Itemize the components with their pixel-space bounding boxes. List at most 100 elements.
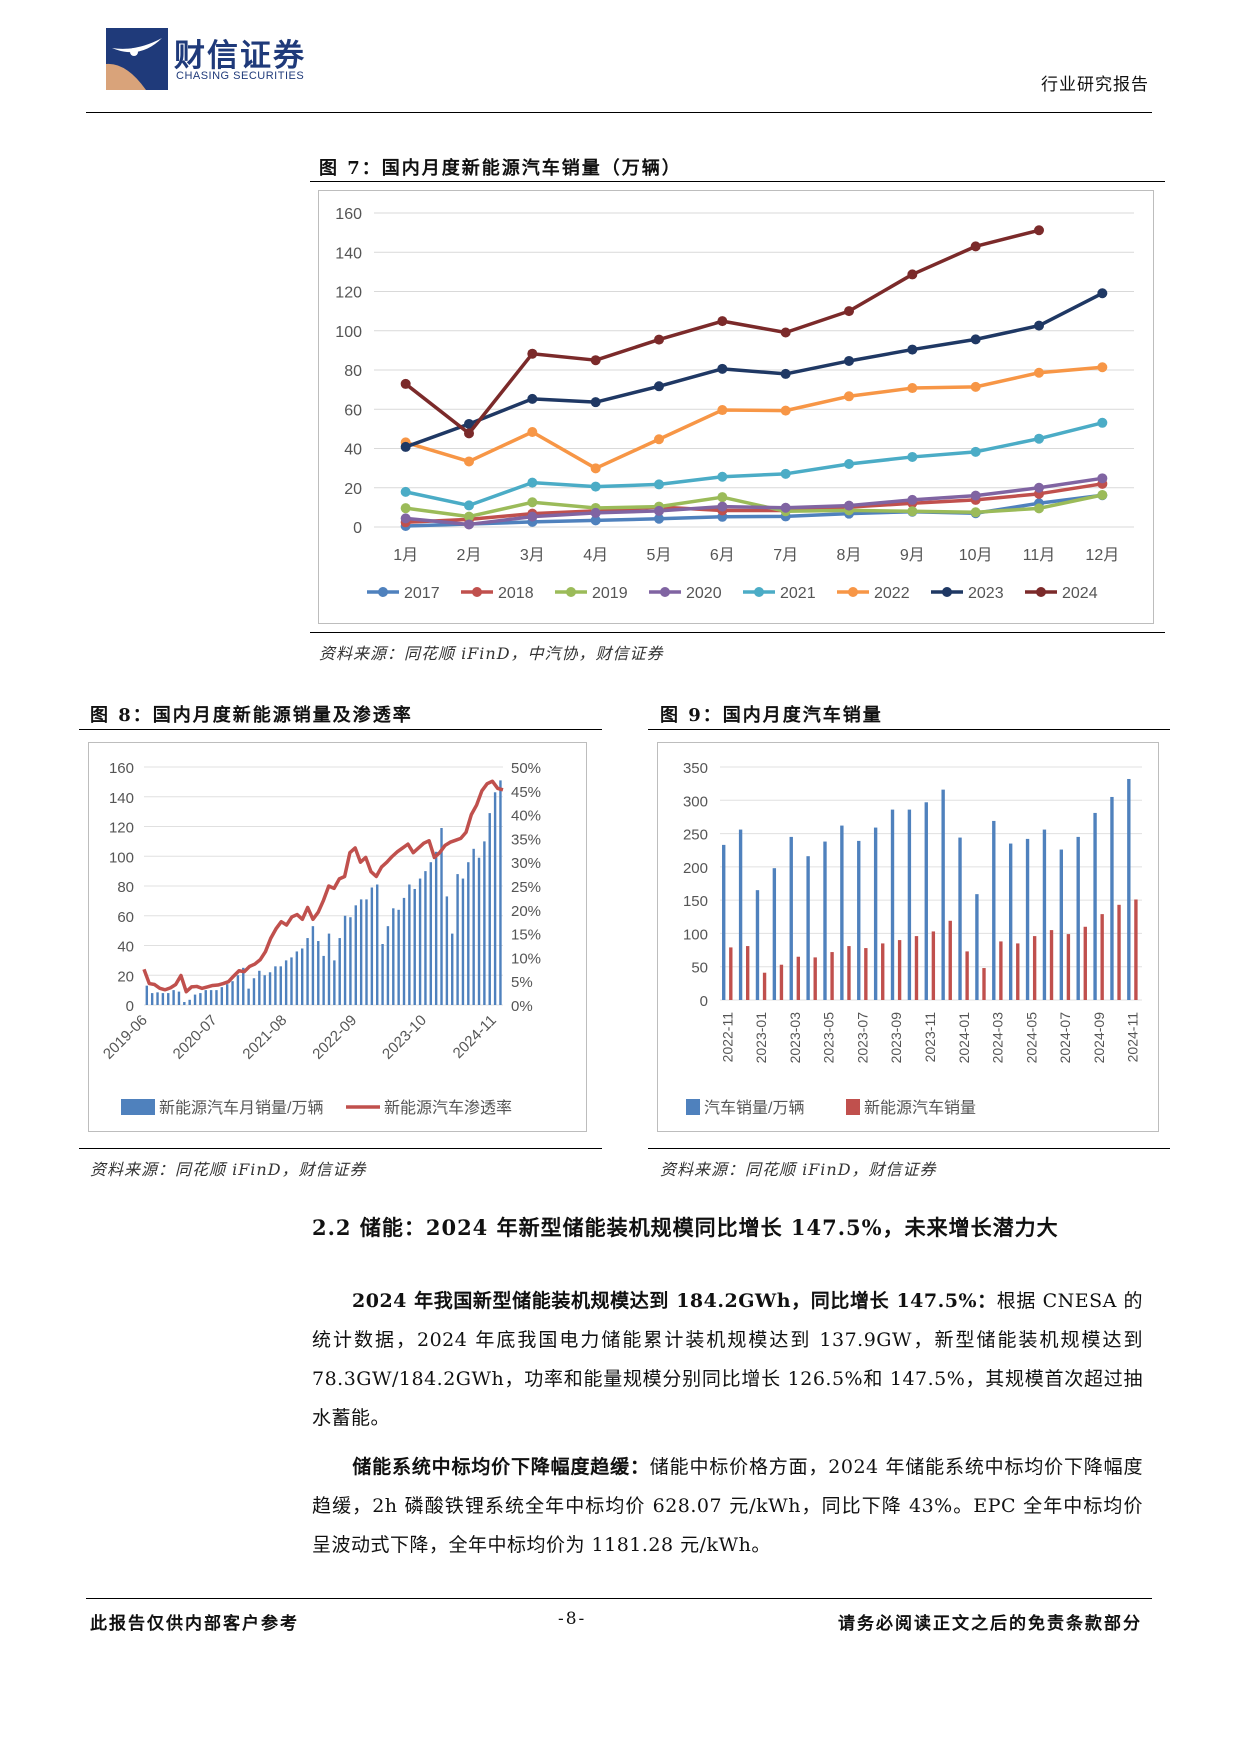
fig8-bar bbox=[456, 874, 459, 1005]
fig7-point-2022 bbox=[654, 434, 664, 445]
fig7-legend-marker-2019 bbox=[566, 587, 576, 597]
fig7-legend-label-2018: 2018 bbox=[498, 585, 534, 602]
fig8-right-tick-label: 45% bbox=[511, 784, 541, 801]
fig7-point-2023 bbox=[590, 397, 601, 408]
fig7-point-2022 bbox=[1034, 367, 1044, 378]
fig9-bar-nev bbox=[1117, 904, 1121, 1000]
fig8-x-tick-label: 2019-06 bbox=[100, 1012, 151, 1063]
fig7-x-tick-label: 12月 bbox=[1085, 547, 1119, 564]
fig8-bar bbox=[333, 960, 336, 1005]
fig7-legend-marker-2017 bbox=[378, 587, 388, 597]
fig8-bar bbox=[258, 970, 261, 1005]
fig7-y-tick-label: 0 bbox=[353, 520, 362, 537]
fig8-bar bbox=[354, 905, 357, 1005]
fig9-bar-nev bbox=[1016, 943, 1020, 1000]
fig9-bar-total bbox=[1127, 778, 1131, 1000]
fig9-bar-total bbox=[722, 844, 726, 1000]
fig7-series-line-2020 bbox=[405, 476, 1103, 527]
fig8-bar bbox=[306, 938, 309, 1005]
fig9-bar-total bbox=[840, 825, 844, 1000]
fig8-bar bbox=[488, 813, 491, 1005]
fig8-combo-chart: 0 20 40 60 80 100 120 140 160 0% 5% 10% 15% 20% 25% 30%… bbox=[100, 760, 541, 1117]
fig8-bar bbox=[418, 878, 422, 1005]
fig9-bar-nev bbox=[1083, 926, 1087, 1000]
fig8-x-tick-label: 2024-11 bbox=[450, 1012, 500, 1062]
fig9-bar-total bbox=[941, 789, 945, 1000]
fig8-right-tick-label: 5% bbox=[511, 974, 533, 991]
fig8-bar bbox=[445, 896, 449, 1005]
fig8-bar bbox=[183, 1002, 186, 1005]
fig9-bar-nev bbox=[1100, 914, 1104, 1000]
fig8-chart-frame: 0 20 40 60 80 100 120 140 160 0% 5% 10% 15% 20% 25% 30%… bbox=[88, 742, 587, 1132]
fig9-bar-nev bbox=[948, 920, 952, 1000]
fig9-y-tick-label: 0 bbox=[700, 993, 708, 1010]
fig9-y-tick-label: 150 bbox=[683, 893, 708, 910]
paragraph-2-lead: 储能系统中标均价下降幅度趋缓： bbox=[352, 1456, 650, 1478]
fig9-y-tick-label: 350 bbox=[683, 760, 708, 777]
fig9-bar-nev bbox=[847, 946, 851, 1000]
fig9-bar-nev bbox=[864, 948, 868, 1000]
fig7-x-tick-label: 3月 bbox=[520, 547, 545, 564]
fig8-right-tick-label: 20% bbox=[511, 903, 541, 920]
fig7-point-2020 bbox=[1034, 482, 1044, 493]
fig7-point-2023 bbox=[844, 355, 854, 366]
fig9-title-rule bbox=[648, 729, 1170, 730]
fig7-point-2019 bbox=[400, 503, 411, 514]
fig7-source: 资料来源：同花顺 iFinD，中汽协，财信证券 bbox=[319, 644, 664, 663]
fig8-bar bbox=[242, 967, 245, 1005]
fig7-point-2019 bbox=[527, 497, 538, 508]
fig8-right-tick-label: 50% bbox=[511, 760, 541, 777]
fig7-point-2021 bbox=[654, 479, 664, 490]
fig9-x-tick-label: 2023-03 bbox=[787, 1012, 803, 1064]
page-number: -8- bbox=[558, 1609, 587, 1629]
fig8-bar bbox=[199, 993, 202, 1005]
fig8-bar bbox=[290, 957, 293, 1005]
fig8-bar bbox=[392, 908, 395, 1005]
fig8-bar bbox=[311, 926, 315, 1005]
fig9-bar-nev bbox=[745, 946, 750, 1000]
fig7-point-2022 bbox=[464, 456, 474, 467]
fig9-bar-nev bbox=[1134, 899, 1138, 1000]
fig7-point-2024 bbox=[970, 241, 981, 252]
fig9-bar-total bbox=[975, 894, 979, 1000]
fig8-bar bbox=[284, 960, 288, 1005]
fig7-point-2019 bbox=[907, 506, 918, 517]
fig9-bar-total bbox=[772, 868, 777, 1000]
fig9-y-tick-label: 200 bbox=[683, 860, 708, 877]
fig7-legend-marker-2024 bbox=[1036, 587, 1046, 597]
fig9-x-tick-label: 2024-05 bbox=[1023, 1012, 1039, 1064]
fig7-point-2023 bbox=[1034, 320, 1044, 331]
footer-disclaimer: 此报告仅供内部客户参考 bbox=[90, 1614, 299, 1634]
fig7-x-tick-label: 10月 bbox=[959, 547, 993, 564]
paragraph-1-lead: 2024 年我国新型储能装机规模达到 184.2GWh，同比增长 147.5%： bbox=[352, 1290, 997, 1312]
fig9-bar-total bbox=[738, 829, 743, 1000]
fig9-bar-total bbox=[873, 827, 878, 1000]
fig8-bar bbox=[349, 917, 352, 1005]
fig9-x-tick-label: 2024-09 bbox=[1091, 1012, 1107, 1064]
fig7-point-2020 bbox=[527, 511, 538, 522]
fig8-bar bbox=[359, 899, 363, 1005]
fig8-title: 图 8：国内月度新能源销量及渗透率 bbox=[90, 705, 413, 726]
fig8-bar bbox=[402, 897, 406, 1005]
fig8-bar bbox=[429, 862, 433, 1005]
fig8-bar bbox=[193, 994, 197, 1005]
fig8-bar bbox=[177, 991, 181, 1005]
fig8-right-tick-label: 40% bbox=[511, 808, 541, 825]
fig7-point-2021 bbox=[590, 481, 601, 492]
fig8-bar bbox=[408, 884, 411, 1005]
fig9-x-tick-label: 2024-03 bbox=[990, 1012, 1006, 1064]
fig9-bar-total bbox=[924, 802, 928, 1000]
fig7-point-2021 bbox=[717, 471, 728, 482]
fig9-bar-nev bbox=[830, 952, 834, 1000]
fig9-legend-label-nev: 新能源汽车销量 bbox=[864, 1099, 976, 1117]
fig7-point-2020 bbox=[970, 490, 981, 501]
fig9-bar-nev bbox=[965, 951, 969, 1000]
fig8-bar bbox=[204, 990, 207, 1005]
fig8-bar bbox=[236, 975, 240, 1005]
paragraph-2: 储能系统中标均价下降幅度趋缓：储能中标价格方面，2024 年储能系统中标均价下降… bbox=[312, 1448, 1143, 1565]
fig9-bar-nev bbox=[779, 964, 784, 1000]
fig8-bar bbox=[322, 955, 325, 1005]
fig9-x-tick-label: 2023-11 bbox=[922, 1012, 938, 1063]
fig8-bar bbox=[370, 887, 374, 1005]
fig7-legend-label-2024: 2024 bbox=[1062, 585, 1098, 602]
